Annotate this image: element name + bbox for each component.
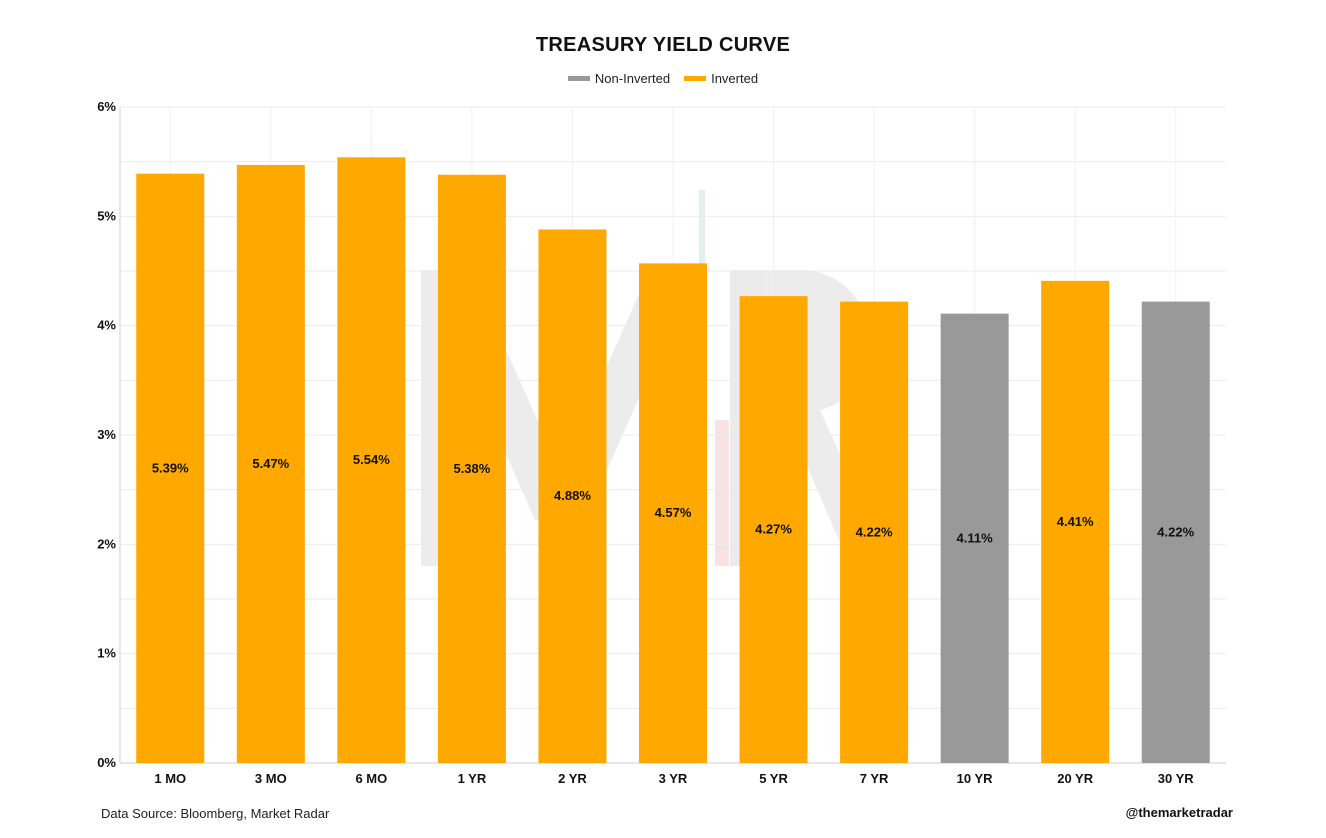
bar-value-label: 5.38% xyxy=(453,461,490,476)
bar xyxy=(639,263,707,763)
bar-value-label: 4.41% xyxy=(1057,514,1094,529)
data-source-note: Data Source: Bloomberg, Market Radar xyxy=(101,806,330,821)
bar xyxy=(840,301,909,763)
x-tick-label: 7 YR xyxy=(860,771,889,786)
bar xyxy=(337,157,406,763)
bar xyxy=(940,313,1009,763)
x-tick-label: 30 YR xyxy=(1158,771,1195,786)
bar xyxy=(236,164,305,764)
bar-value-label: 5.54% xyxy=(353,452,390,467)
x-tick-label: 20 YR xyxy=(1057,771,1094,786)
bar xyxy=(1141,301,1210,763)
y-tick-label: 3% xyxy=(97,427,116,442)
y-tick-label: 4% xyxy=(97,318,116,333)
bar xyxy=(739,296,808,763)
y-tick-label: 0% xyxy=(97,755,116,770)
legend: Non-Inverted Inverted xyxy=(0,71,1326,86)
x-tick-label: 1 MO xyxy=(154,771,186,786)
x-tick-label: 3 MO xyxy=(255,771,287,786)
y-tick-label: 2% xyxy=(97,536,116,551)
legend-swatch-inverted xyxy=(684,76,707,81)
y-tick-label: 5% xyxy=(97,208,116,223)
bar-value-label: 5.47% xyxy=(252,456,289,471)
bar-value-label: 4.88% xyxy=(554,488,591,503)
bar xyxy=(1041,280,1110,763)
legend-item-inverted: Inverted xyxy=(684,71,758,86)
x-tick-label: 2 YR xyxy=(558,771,587,786)
x-tick-label: 5 YR xyxy=(759,771,788,786)
bar-value-label: 4.57% xyxy=(655,505,692,520)
bar xyxy=(538,229,607,763)
bar-value-label: 4.22% xyxy=(1157,524,1194,539)
legend-label-inverted: Inverted xyxy=(711,71,759,86)
bar-value-label: 4.11% xyxy=(957,530,994,545)
chart-title: TREASURY YIELD CURVE xyxy=(535,34,791,56)
y-tick-label: 1% xyxy=(97,646,116,661)
x-axis: 1 MO 3 MO 6 MO 1 YR 2 YR 3 YR 5 YR 7 YR 10 YR 20 … xyxy=(154,771,1194,786)
legend-label-non-inverted: Non-Inverted xyxy=(594,71,671,86)
bar xyxy=(136,173,205,763)
legend-item-non-inverted: Non-Inverted xyxy=(567,71,671,86)
bars: 5.39% 5.47% 5.54% 5.38% 4.88% 4.57% 4.27% 4.22%… xyxy=(136,157,1210,764)
legend-swatch-non-inverted xyxy=(567,76,590,81)
social-handle: @themarketradar xyxy=(1125,805,1233,820)
y-tick-label: 6% xyxy=(97,99,116,114)
bar-value-label: 4.27% xyxy=(755,522,792,537)
x-tick-label: 1 YR xyxy=(458,771,487,786)
x-tick-label: 10 YR xyxy=(957,771,994,786)
x-tick-label: 3 YR xyxy=(659,771,688,786)
x-tick-label: 6 MO xyxy=(355,771,387,786)
bar xyxy=(437,174,506,763)
bar-value-label: 4.22% xyxy=(856,524,893,539)
bar-value-label: 5.39% xyxy=(152,460,189,475)
